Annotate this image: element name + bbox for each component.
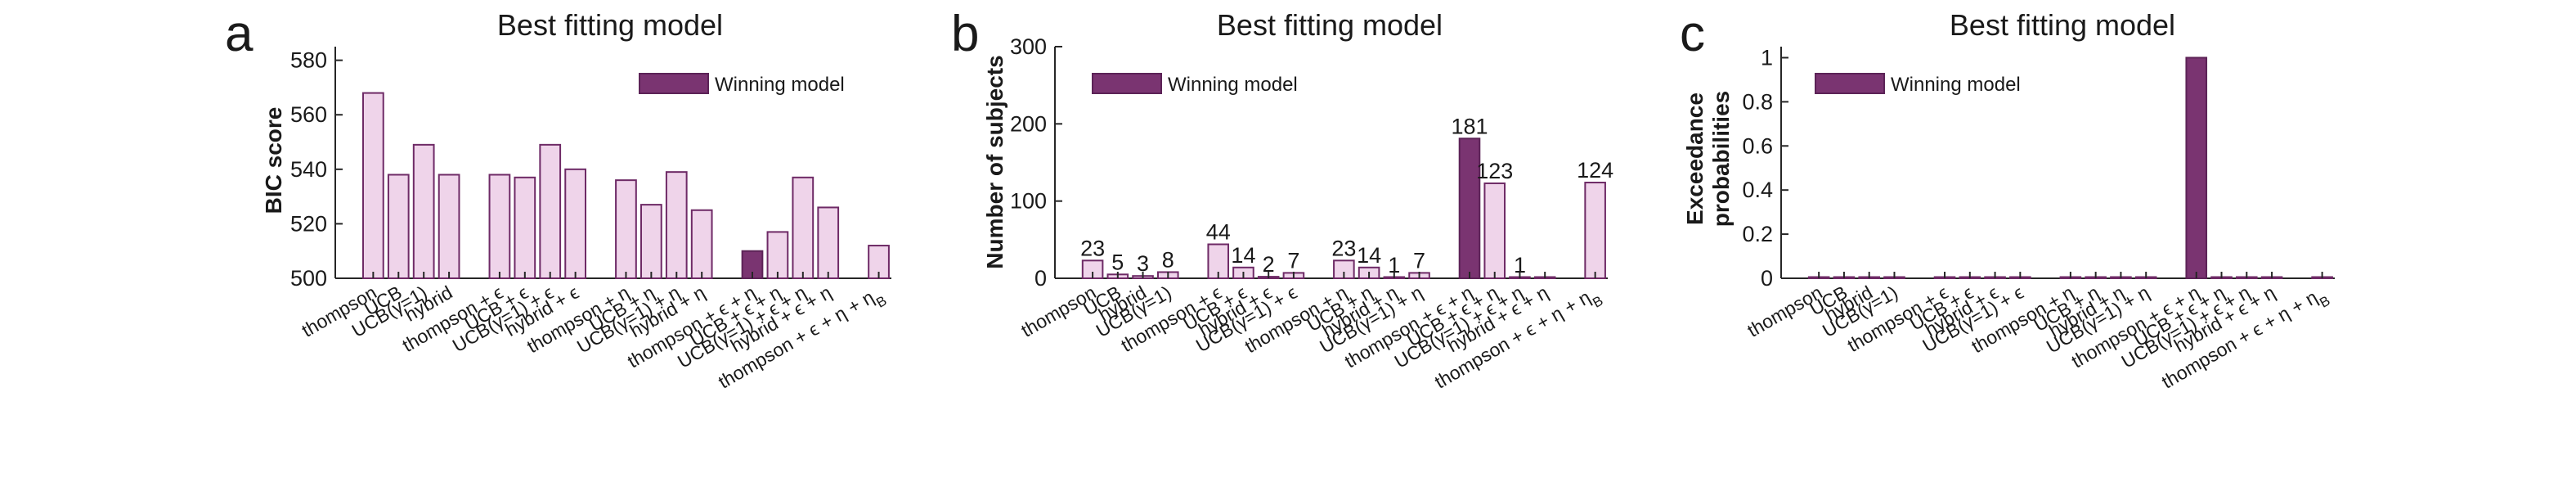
panel-b-bar [1483, 182, 1506, 279]
panel-b-data-label: 2 [1263, 252, 1275, 277]
panel-c-legend-swatch [1815, 73, 1885, 94]
panel-b-data-label: 123 [1476, 159, 1513, 183]
panel-a-bar [488, 174, 511, 279]
panel-b-y-tick-label: 100 [1010, 189, 1047, 214]
panel-a-bar [640, 204, 662, 279]
panel-c-legend-label: Winning model [1891, 74, 2021, 96]
panel-a-y-tick-label: 560 [290, 102, 327, 127]
panel-b-data-label: 23 [1331, 236, 1356, 260]
panel-a-bar [766, 231, 789, 279]
panel-a-y-tick-label: 540 [290, 157, 327, 182]
panel-c-title: Best fitting model [1950, 8, 2175, 42]
panel-c-y-tick-label: 0.8 [1742, 89, 1773, 114]
panel-c-y-tick-label: 0.4 [1742, 178, 1773, 202]
panel-b-data-label: 3 [1137, 251, 1149, 276]
panel-a-y-tick-label: 520 [290, 211, 327, 236]
panel-a-legend-label: Winning model [715, 74, 845, 96]
panel-a-bar [362, 92, 384, 279]
panel-b-y-tick-label: 200 [1010, 111, 1047, 136]
panel-a-bar [438, 174, 460, 279]
panel-a-y-axis-label: BIC score [261, 107, 286, 214]
panel-a-legend-swatch [639, 73, 709, 94]
panel-b-data-label: 44 [1206, 219, 1231, 244]
panel-letter-a: a [225, 6, 254, 62]
panel-b-y-axis-label: Number of subjects [982, 55, 1008, 268]
panel-c-y-axis-label-line-2: probabilities [1708, 91, 1734, 227]
panel-a-bar [792, 176, 815, 279]
panel-b-data-label: 7 [1287, 248, 1299, 273]
panel-b-winning-bar [1458, 138, 1481, 279]
panel-b-data-label: 7 [1413, 248, 1425, 273]
panel-b-legend-swatch [1092, 73, 1162, 94]
panel-letter-c: c [1680, 6, 1705, 62]
panel-b-bar [1584, 182, 1606, 280]
panel-a-bar [817, 206, 840, 279]
panel-a-bar [690, 209, 713, 279]
panel-b-data-label: 1 [1388, 253, 1400, 277]
panel-b-y-tick-label: 0 [1034, 266, 1047, 291]
panel-c: c Best fitting model Exceedance probabil… [1680, 6, 2335, 393]
panel-a-bar [615, 179, 637, 279]
panel-c-legend: Winning model [1815, 73, 2021, 96]
panel-b-data-label: 5 [1111, 250, 1124, 274]
panel-c-y-tick-label: 0.6 [1742, 133, 1773, 158]
panel-c-y-tick-label: 1 [1761, 45, 1773, 70]
panel-a-y-tick-label: 500 [290, 266, 327, 291]
panel-b-data-label: 23 [1080, 236, 1105, 260]
panel-b-data-label: 14 [1231, 243, 1255, 268]
panel-c-y-tick-label: 0 [1761, 266, 1773, 291]
panel-a-bar [665, 171, 688, 279]
panel-c-winning-bar [2185, 56, 2208, 279]
panel-c-y-axis-label-line-1: Exceedance [1682, 92, 1708, 225]
panel-b-legend-label: Winning model [1168, 74, 1298, 96]
panel-b-y-tick-label: 300 [1010, 34, 1047, 59]
panel-b-data-label: 14 [1357, 243, 1381, 268]
panel-a-bar [412, 143, 435, 279]
panel-b-data-label: 181 [1451, 114, 1488, 138]
panel-b-data-label: 1 [1514, 253, 1526, 277]
panel-b-data-label: 8 [1162, 247, 1174, 272]
panel-a: a Best fitting model BIC score Winning m… [225, 6, 891, 393]
panel-a-y-tick-label: 580 [290, 48, 327, 73]
panel-b-data-label: 124 [1577, 158, 1613, 183]
panel-c-y-tick-label: 0.2 [1742, 222, 1773, 246]
panel-a-title: Best fitting model [497, 8, 723, 42]
panel-a-legend: Winning model [639, 73, 845, 96]
panel-a-bar [539, 143, 562, 279]
panel-a-bar [514, 176, 536, 279]
panel-letter-b: b [951, 6, 979, 62]
panel-a-bar [564, 168, 586, 279]
panel-a-bar [387, 174, 410, 279]
panel-b: b Best fitting model Number of subjects … [951, 6, 1613, 393]
panel-b-legend: Winning model [1092, 73, 1298, 96]
panel-b-title: Best fitting model [1217, 8, 1443, 42]
